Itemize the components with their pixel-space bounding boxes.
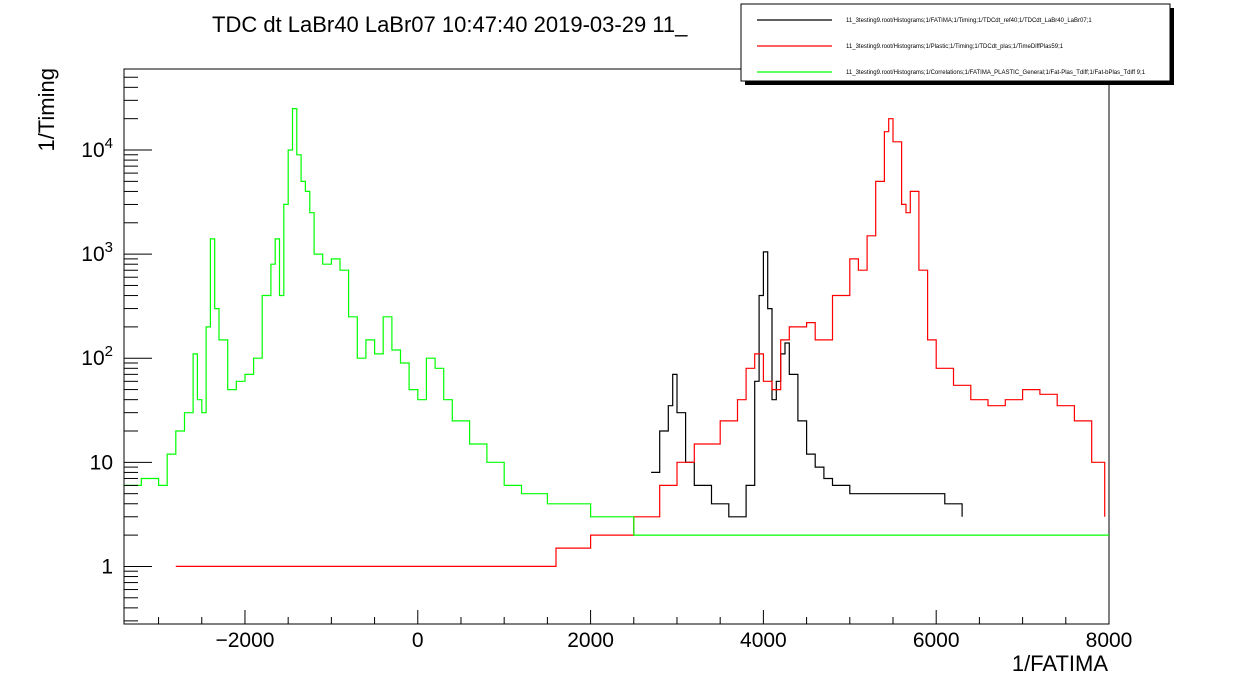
x-tick-label: 0 [412,629,424,652]
y-tick-label: 1 [101,555,113,578]
x-tick-label: 6000 [913,629,960,652]
x-tick-label: 8000 [1086,629,1133,652]
series-layer [124,108,1109,567]
legend-label-1: 11_3testing9.root/Histograms;1/Plastic;1… [846,44,1064,50]
legend-entries: 11_3testing9.root/Histograms;1/FATIMA;1/… [757,18,1146,76]
legend-label-2: 11_3testing9.root/Histograms;1/Correlati… [846,70,1146,76]
series-line-2 [124,108,1109,536]
plot-frame [123,68,1110,625]
series-line-1 [175,118,1106,567]
x-tick-label: 2000 [567,629,614,652]
legend: 11_3testing9.root/Histograms;1/FATIMA;1/… [740,3,1174,85]
y-axis-title: 1/Timing [34,68,59,152]
x-axis-title: 1/FATIMA [1012,651,1108,676]
legend-label-0: 11_3testing9.root/Histograms;1/FATIMA;1/… [846,18,1092,24]
y-tick-label: 10 [90,451,113,474]
x-tick-label: −2000 [215,629,274,652]
series-line-0 [651,251,963,518]
chart-title: TDC dt LaBr40 LaBr07 10:47:40 2019-03-29… [212,12,688,37]
legend-box [740,3,1171,82]
x-tick-label: 4000 [740,629,787,652]
